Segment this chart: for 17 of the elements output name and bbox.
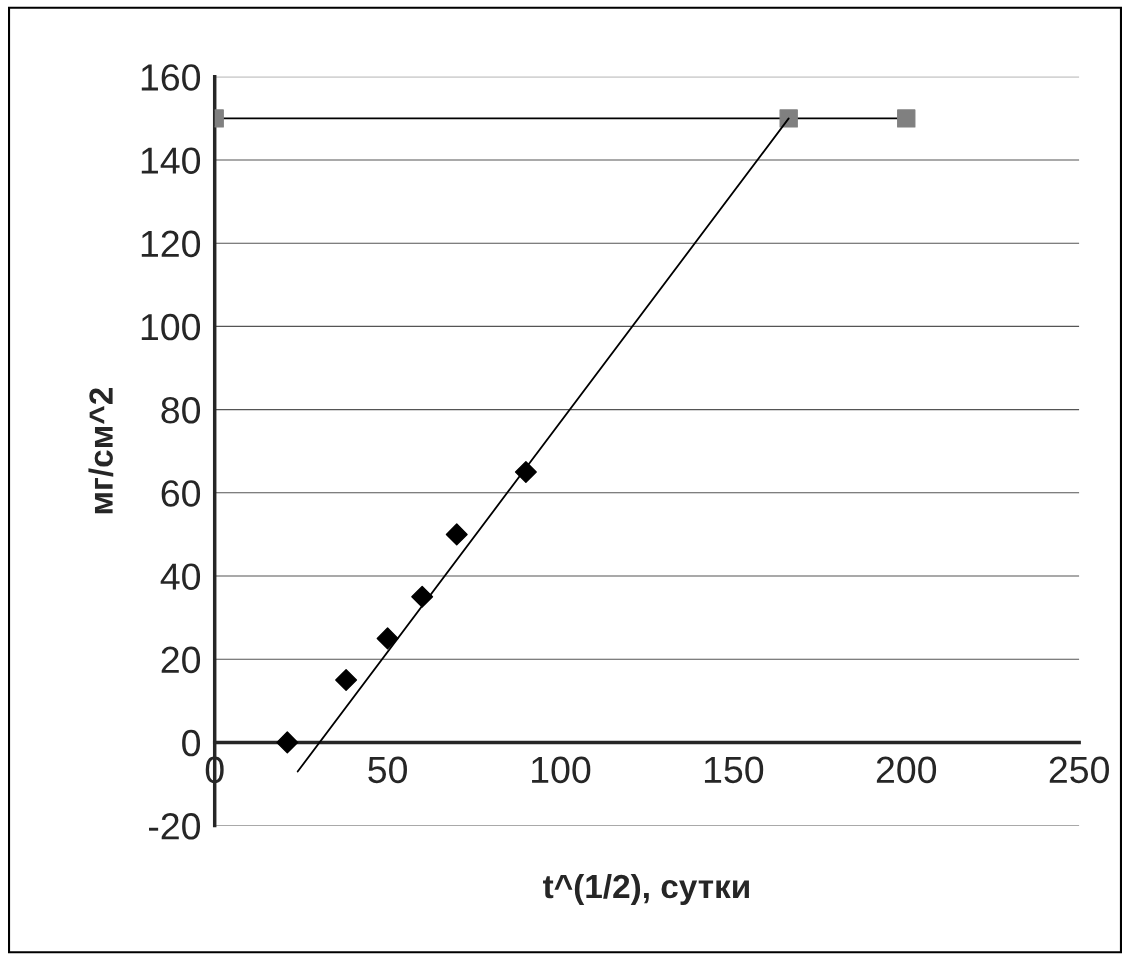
y-tick-label: 0 xyxy=(182,729,201,757)
y-axis-title: мг/см^2 xyxy=(88,388,114,514)
y-tick-label: 60 xyxy=(161,480,201,507)
x-tick-label: 200 xyxy=(876,756,937,784)
x-tick-label: 250 xyxy=(1049,756,1109,784)
y-tick-label: 100 xyxy=(141,313,201,341)
x-tick-label: 150 xyxy=(704,756,764,784)
y-tick-label: 20 xyxy=(161,646,201,674)
y-tick-label: 120 xyxy=(141,230,201,258)
y-tick-label: 40 xyxy=(160,563,201,590)
y-tick-label: -20 xyxy=(148,813,201,840)
y-tick-label: 160 xyxy=(141,64,201,91)
x-tick-label: 100 xyxy=(532,756,591,784)
y-tick-label: 80 xyxy=(161,397,201,424)
y-tick-label: 140 xyxy=(141,147,201,174)
x-axis-title: t^(1/2), сутки xyxy=(543,873,749,905)
x-tick-label: 50 xyxy=(368,756,407,784)
